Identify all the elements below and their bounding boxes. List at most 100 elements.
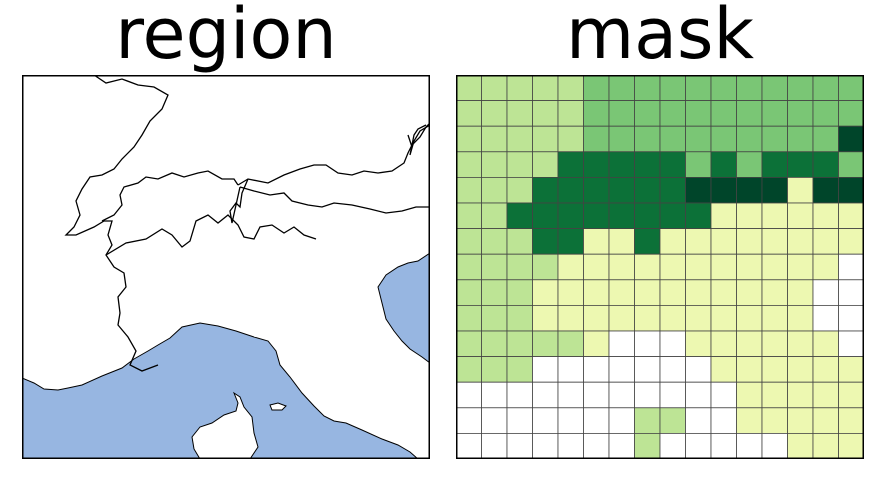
mask-cell [506,304,533,332]
mask-cell [557,407,584,434]
mask-cell [532,304,559,332]
mask-cell [736,75,763,102]
mask-cell [583,381,610,409]
mask-cell [583,228,610,255]
mask-cell [481,75,508,102]
mask-cell [456,432,482,459]
mask-cell [481,304,508,332]
mask-cell [761,202,788,230]
mask-cell [608,253,635,281]
mask-cell [685,151,712,178]
mask-cell [685,356,712,383]
mask-cell [710,151,737,178]
mask-cell [659,100,686,127]
mask-cell [456,202,482,230]
mask-cell [532,279,559,306]
mask-cell [456,177,482,204]
mask-cell [659,381,686,409]
mask-cell [761,75,788,102]
mask-cell [583,177,610,204]
mask-cell [634,356,661,383]
mask-cell [481,356,508,383]
mask-cell [608,381,635,409]
mask-cell [532,432,559,459]
mask-cell [583,304,610,332]
mask-cell [761,125,788,153]
mask-cell [685,330,712,358]
mask-cell [659,407,686,434]
mask-cell [634,228,661,255]
mask-cell [787,279,814,306]
mask-cell [761,279,788,306]
mask-cell [557,279,584,306]
mask-cell [736,253,763,281]
mask-cell [583,151,610,178]
mask-cell [608,279,635,306]
mask-cell [456,304,482,332]
mask-cell [710,304,737,332]
mask-cell [634,279,661,306]
mask-cell [456,330,482,358]
mask-cell [659,228,686,255]
mask-cell [812,304,839,332]
mask-cell [557,432,584,459]
mask-cell [685,432,712,459]
mask-cell [481,432,508,459]
mask-cell [812,75,839,102]
mask-cell [736,125,763,153]
mask-cell [736,228,763,255]
mask-cell [710,202,737,230]
mask-cell [812,407,839,434]
mask-cell [506,330,533,358]
mask-cell [838,151,864,178]
mask-cell [481,228,508,255]
mask-cell [608,75,635,102]
mask-cell [812,125,839,153]
mask-cell [787,100,814,127]
mask-cell [456,381,482,409]
mask-cell [506,202,533,230]
tyrol-border [229,178,430,224]
mask-cell [787,253,814,281]
mask-cell [557,330,584,358]
mask-cell [456,253,482,281]
mask-cell [812,356,839,383]
mask-cell [787,177,814,204]
mask-cell [506,279,533,306]
mask-cell [557,253,584,281]
mask-cell [608,177,635,204]
mask-cell [506,381,533,409]
mask-cell [634,202,661,230]
mask-cell [838,100,864,127]
mask-panel [456,75,864,459]
mask-cell [532,253,559,281]
mask-cell [787,304,814,332]
mask-cell [659,202,686,230]
mask-cell [710,253,737,281]
mask-cell [736,381,763,409]
mask-cell [710,125,737,153]
mask-cell [659,177,686,204]
region-title: region [115,0,337,75]
mask-cell [532,330,559,358]
mask-cell [608,151,635,178]
mask-cell [761,253,788,281]
mask-cell [761,151,788,178]
mask-cell [634,253,661,281]
country-borders [64,75,169,372]
mask-cell [838,75,864,102]
mask-cell [481,151,508,178]
mask-cell [506,253,533,281]
mask-cell [659,151,686,178]
mask-cell [787,125,814,153]
mask-cell [506,407,533,434]
mask-cell [787,330,814,358]
mask-cell [787,356,814,383]
mask-cell [456,407,482,434]
mask-cell [685,253,712,281]
austria-border [101,170,239,222]
mask-cell [557,177,584,204]
mask-cell [634,432,661,459]
mask-cell [812,202,839,230]
mask-cell [481,100,508,127]
